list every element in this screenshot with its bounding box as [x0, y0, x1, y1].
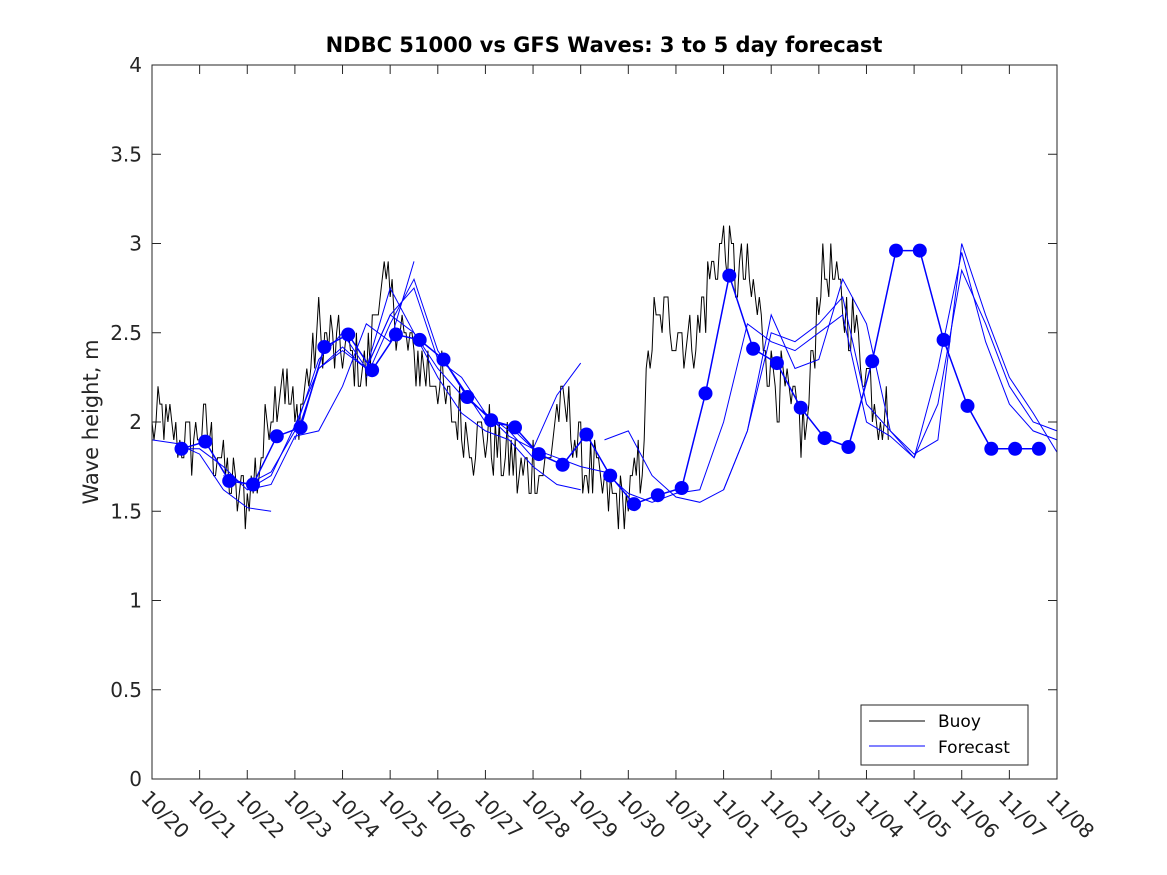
chart-title: NDBC 51000 vs GFS Waves: 3 to 5 day fore…: [326, 33, 883, 57]
forecast-marker: [365, 363, 380, 378]
forecast-marker: [317, 340, 332, 354]
forecast-marker: [912, 243, 927, 258]
forecast-marker: [198, 434, 213, 449]
y-tick-label: 4: [129, 53, 142, 77]
forecast-marker: [412, 332, 427, 347]
forecast-line: [723, 243, 1058, 490]
forecast-line: [365, 277, 582, 450]
forecast-marker: [960, 398, 975, 413]
y-axis-ticks: 0 0.5 1 1.5 2 2.5 3 3.5 4: [110, 53, 1057, 791]
forecast-marker: [388, 327, 403, 342]
forecast-marker: [555, 457, 570, 472]
forecast-marker: [627, 497, 641, 512]
forecast-line: [175, 261, 415, 491]
legend-forecast-label: Forecast: [938, 738, 1010, 758]
y-tick-label: 0: [129, 767, 142, 791]
forecast-marker: [508, 420, 522, 435]
forecast-marker: [436, 352, 451, 367]
forecast-marker: [269, 429, 284, 444]
forecast-marker: [936, 332, 951, 347]
forecast-marker: [579, 427, 594, 442]
legend: Buoy Forecast: [860, 704, 1029, 766]
forecast-marker: [722, 268, 737, 283]
y-tick-label: 2.5: [110, 321, 142, 345]
y-tick-label: 2: [129, 410, 142, 434]
y-tick-label: 3.5: [110, 142, 142, 166]
legend-box: [860, 704, 1029, 766]
forecast-marker: [674, 481, 689, 495]
y-tick-label: 1: [129, 589, 142, 613]
forecast-marker: [603, 468, 618, 483]
y-tick-label: 3: [129, 232, 142, 256]
forecast-markers: [174, 243, 1046, 512]
forecast-marker: [817, 431, 832, 446]
forecast-marker: [1008, 441, 1023, 456]
axes-box: [151, 64, 1058, 780]
forecast-marker: [531, 447, 546, 462]
forecast-marker: [865, 354, 880, 369]
forecast-marker: [793, 400, 808, 415]
forecast-marker: [746, 341, 761, 356]
forecast-marker: [174, 441, 189, 456]
forecast-marker: [698, 386, 713, 401]
forecast-marker: [222, 473, 237, 488]
forecast-marker: [650, 488, 665, 503]
y-axis-label: Wave height, m: [79, 339, 103, 504]
forecast-marker: [889, 243, 903, 258]
plot-area: [152, 65, 1057, 779]
forecast-line: [151, 439, 272, 512]
forecast-marker: [984, 441, 999, 456]
forecast-line: [604, 268, 1058, 503]
forecast-series: [151, 243, 1058, 512]
forecast-marker: [246, 477, 260, 492]
forecast-marker: [293, 420, 308, 435]
forecast-marker: [841, 440, 856, 454]
forecast-marker: [484, 413, 499, 428]
y-tick-label: 0.5: [110, 678, 142, 702]
y-tick-label: 1.5: [110, 499, 142, 523]
forecast-marker: [1031, 441, 1046, 456]
forecast-marker: [341, 327, 356, 342]
forecast-marker: [460, 390, 475, 404]
forecast-marker: [769, 356, 784, 371]
legend-buoy-label: Buoy: [938, 712, 981, 732]
